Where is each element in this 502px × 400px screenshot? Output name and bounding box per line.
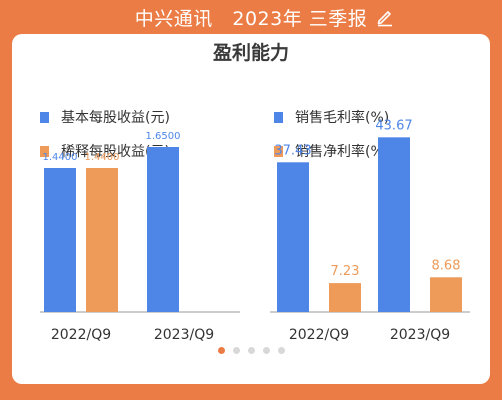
x-tick-label-0-1: 2023/Q9 <box>154 327 214 343</box>
x-tick-label-0-0: 2022/Q9 <box>51 327 111 343</box>
page-dot[interactable] <box>277 347 285 354</box>
card-title: 盈利能力 <box>212 42 289 64</box>
bar-1-0-1 <box>378 137 410 312</box>
legend-swatch-0-0 <box>40 112 49 123</box>
legend-swatch-1-0 <box>274 112 283 123</box>
data-label-1-0-0: 37.43 <box>274 143 311 158</box>
legend-label-0-0: 基本每股收益(元) <box>61 109 170 126</box>
page-dot[interactable] <box>247 347 255 354</box>
bar-1-1-0 <box>329 283 361 312</box>
data-label-0-1-0: 1.4400 <box>85 152 120 163</box>
legend-label-0-1: 稀释每股收益(元) <box>61 144 170 160</box>
page-dot[interactable] <box>262 347 270 354</box>
data-label-1-1-0: 7.23 <box>331 264 360 279</box>
legend-label-1-0: 销售毛利率(%) <box>295 109 389 126</box>
x-tick-label-1-0: 2022/Q9 <box>289 327 349 343</box>
profitability-card: 盈利能力 基本每股收益(元) 稀释每股收益(元) 1.4400 1.4400 2022/… <box>12 34 490 384</box>
bar-0-0-1 <box>147 147 179 312</box>
bar-0-0-0 <box>44 168 76 312</box>
legend-label-1-1: 销售净利率(%) <box>295 143 389 160</box>
charts-area: 基本每股收益(元) 稀释每股收益(元)1.4400 1.4400 2022/Q9 1.6… <box>40 109 470 343</box>
report-title: 中兴通讯 2023年 三季报 <box>134 7 368 30</box>
data-label-1-0-1: 43.67 <box>375 118 412 133</box>
page-dot[interactable] <box>217 347 225 354</box>
bar-1-0-0 <box>277 162 309 312</box>
pencil-icon[interactable] <box>375 7 395 27</box>
x-tick-label-1-1: 2023/Q9 <box>390 327 450 343</box>
legend-swatch-1-1 <box>274 146 283 157</box>
report-header: 中兴通讯 2023年 三季报 <box>0 0 502 34</box>
legend-swatch-0-1 <box>40 146 49 157</box>
data-label-0-0-1: 1.6500 <box>146 131 181 142</box>
page-indicator[interactable] <box>12 347 490 354</box>
data-label-0-0-0: 1.4400 <box>43 152 78 163</box>
bar-0-1-0 <box>86 168 118 312</box>
bar-1-1-1 <box>430 277 462 312</box>
page-dot[interactable] <box>232 347 240 354</box>
data-label-1-1-1: 8.68 <box>432 258 461 273</box>
